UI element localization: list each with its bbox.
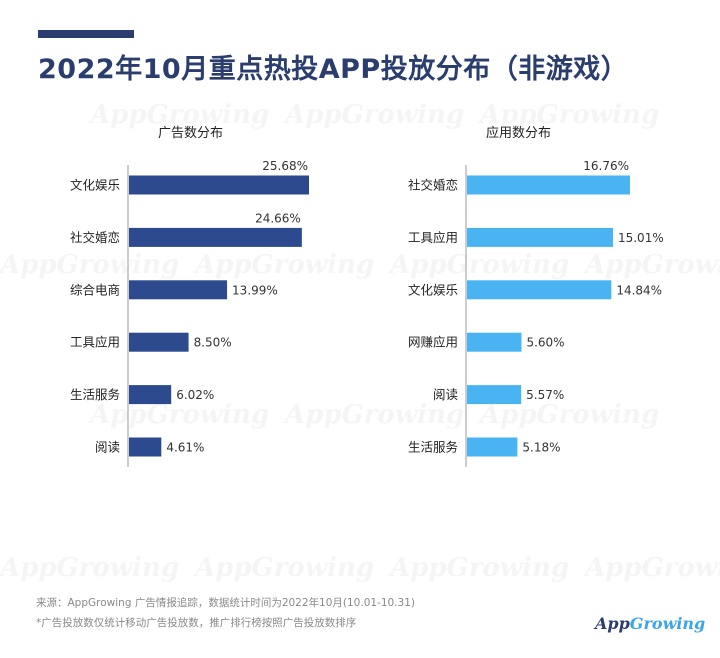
- app-value-label: 15.01%: [618, 231, 664, 245]
- app-value-label: 5.60%: [526, 336, 564, 350]
- ad-bar: [129, 175, 309, 195]
- ad-value-label: 6.02%: [176, 388, 214, 402]
- app-category-label: 工具应用: [408, 230, 458, 245]
- ad-category-label: 综合电商: [70, 282, 120, 297]
- app-value-label: 5.18%: [522, 441, 560, 455]
- app-bar: [467, 332, 522, 352]
- app-chart-title: 应用数分布: [486, 125, 551, 141]
- app-category-label: 文化娱乐: [408, 282, 458, 297]
- ad-category-label: 生活服务: [70, 387, 120, 402]
- watermark: AppGrowing: [195, 553, 374, 583]
- brand-logo-part1: App: [595, 614, 630, 633]
- app-value-label: 5.57%: [526, 388, 564, 402]
- ad-chart-title: 广告数分布: [158, 126, 223, 141]
- ad-value-label: 4.61%: [166, 441, 204, 455]
- app-value-label: 16.76%: [583, 159, 629, 173]
- app-bar: [467, 437, 518, 457]
- ad-bar: [129, 280, 228, 300]
- footer-note: *广告投放数仅统计移动广告投放数，推广排行榜按照广告投放数排序: [36, 617, 357, 629]
- app-bar: [467, 280, 612, 300]
- ad-value-label: 13.99%: [232, 283, 278, 297]
- ad-value-label: 8.50%: [194, 336, 232, 350]
- app-category-label: 社交婚恋: [408, 178, 458, 193]
- app-category-label: 网赚应用: [408, 335, 458, 350]
- ad-category-label: 工具应用: [70, 335, 120, 350]
- ad-bar: [129, 227, 302, 247]
- brand-logo-part2: Growing: [629, 614, 706, 633]
- title-accent-bar: [38, 30, 134, 38]
- ad-bar: [129, 332, 189, 352]
- ad-value-label: 25.68%: [262, 159, 308, 173]
- app-category-label: 阅读: [433, 387, 458, 402]
- app-bar: [467, 175, 630, 195]
- ad-category-label: 文化娱乐: [70, 178, 120, 193]
- watermark: AppGrowing: [585, 553, 720, 583]
- ad-category-label: 社交婚恋: [70, 230, 120, 245]
- watermark: AppGrowing: [390, 553, 569, 583]
- page-title: 2022年10月重点热投APP投放分布（非游戏）: [38, 54, 629, 85]
- ad-value-label: 24.66%: [255, 211, 301, 225]
- watermark: AppGrowing: [0, 553, 179, 583]
- ad-bar: [129, 385, 172, 405]
- brand-logo: AppGrowing: [595, 614, 705, 633]
- footer-source: 来源：AppGrowing 广告情报追踪，数据统计时间为2022年10月(10.…: [36, 597, 416, 609]
- app-category-label: 生活服务: [408, 440, 458, 455]
- app-bar: [467, 227, 613, 247]
- app-bar: [467, 385, 522, 405]
- app-value-label: 14.84%: [616, 283, 662, 297]
- ad-category-label: 阅读: [95, 440, 120, 455]
- ad-bar: [129, 437, 162, 457]
